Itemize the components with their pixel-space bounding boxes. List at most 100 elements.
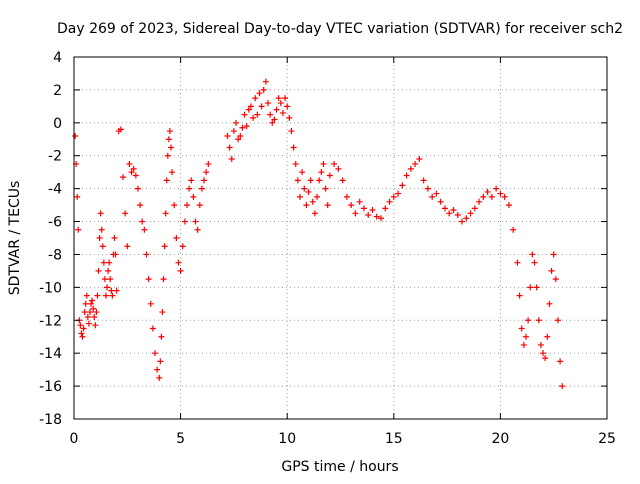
data-point — [299, 169, 306, 176]
data-point — [109, 292, 116, 299]
data-point — [320, 160, 327, 167]
x-tick-label: 10 — [278, 431, 296, 447]
data-point — [177, 267, 184, 274]
data-point — [437, 198, 444, 205]
data-point — [516, 292, 523, 299]
x-tick-label: 25 — [598, 431, 616, 447]
data-point — [262, 78, 269, 85]
data-point — [382, 205, 389, 212]
data-point — [292, 160, 299, 167]
data-point — [100, 259, 107, 266]
data-point — [132, 172, 139, 179]
data-point — [540, 350, 547, 357]
data-point — [239, 124, 246, 131]
y-tick-label: -18 — [39, 412, 62, 428]
data-point — [407, 165, 414, 172]
data-point — [386, 198, 393, 205]
data-point — [190, 193, 197, 200]
y-tick-label: 4 — [53, 50, 62, 66]
data-point — [106, 259, 113, 266]
data-point — [331, 160, 338, 167]
data-point — [149, 325, 156, 332]
data-point — [390, 193, 397, 200]
data-point — [252, 95, 259, 102]
data-point — [108, 287, 115, 294]
data-point — [99, 243, 106, 250]
data-point — [107, 276, 114, 283]
x-tick-label: 0 — [70, 431, 79, 447]
data-point — [525, 317, 532, 324]
data-point — [273, 106, 280, 113]
data-point — [77, 322, 84, 329]
data-point — [162, 210, 169, 217]
data-point — [454, 211, 461, 218]
data-point — [186, 185, 193, 192]
data-point — [505, 202, 512, 209]
y-tick-label: -2 — [48, 149, 62, 165]
x-axis: 0 5 10 15 20 25 — [70, 57, 616, 447]
data-point — [179, 243, 186, 250]
data-point — [501, 193, 508, 200]
data-point — [267, 111, 274, 118]
data-point — [105, 267, 112, 274]
data-point — [416, 156, 423, 163]
data-point — [343, 193, 350, 200]
data-point — [365, 211, 372, 218]
data-point — [163, 177, 170, 184]
data-point — [117, 126, 124, 133]
data-point — [446, 210, 453, 217]
data-point — [318, 169, 325, 176]
data-point — [559, 383, 566, 390]
data-point — [154, 366, 161, 373]
data-point — [72, 132, 79, 139]
data-point — [128, 169, 135, 176]
data-point — [412, 160, 419, 167]
data-points — [72, 78, 566, 390]
data-point — [137, 202, 144, 209]
data-point — [81, 309, 88, 316]
data-point — [476, 198, 483, 205]
data-point — [493, 185, 500, 192]
data-point — [98, 226, 105, 233]
data-point — [95, 267, 102, 274]
data-point — [250, 114, 257, 121]
data-point — [548, 267, 555, 274]
data-point — [85, 320, 92, 327]
data-point — [459, 218, 466, 225]
data-point — [113, 287, 120, 294]
data-point — [159, 309, 166, 316]
data-point — [542, 355, 549, 362]
data-point — [314, 193, 321, 200]
y-tick-label: 0 — [53, 116, 62, 132]
data-point — [130, 165, 137, 172]
data-point — [514, 259, 521, 266]
data-point — [557, 358, 564, 365]
data-point — [260, 86, 267, 93]
data-point — [201, 177, 208, 184]
data-point — [230, 128, 237, 135]
data-point — [324, 202, 331, 209]
data-point — [86, 309, 93, 316]
data-point — [94, 292, 101, 299]
data-point — [307, 177, 314, 184]
data-point — [480, 193, 487, 200]
data-point — [550, 251, 557, 258]
data-point — [369, 207, 376, 214]
data-point — [424, 185, 431, 192]
data-point — [535, 317, 542, 324]
data-point — [168, 144, 175, 151]
data-point — [165, 136, 172, 143]
data-point — [254, 111, 261, 118]
data-point — [235, 136, 242, 143]
data-point — [120, 174, 127, 181]
data-point — [245, 106, 252, 113]
data-point — [241, 111, 248, 118]
data-point — [309, 198, 316, 205]
grid — [74, 57, 607, 419]
data-point — [224, 132, 231, 139]
data-point — [96, 235, 103, 241]
data-point — [160, 276, 167, 283]
data-point — [145, 276, 152, 283]
data-point — [226, 144, 233, 151]
data-point — [284, 103, 291, 110]
